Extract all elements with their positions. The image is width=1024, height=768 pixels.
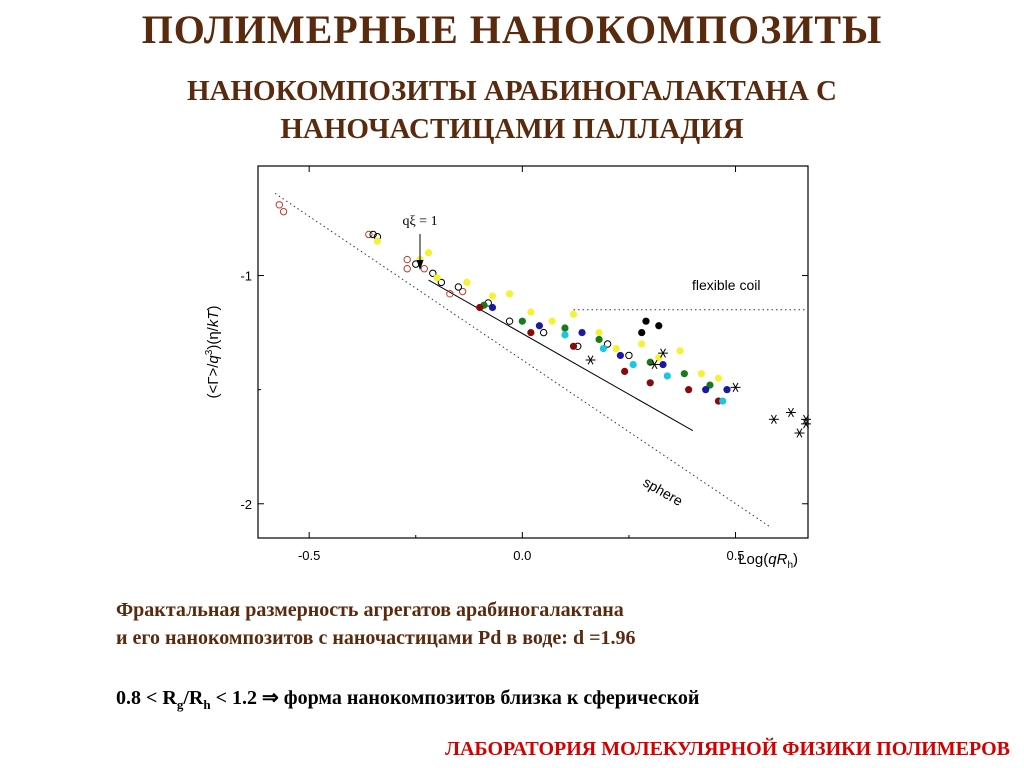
data-point <box>625 351 633 360</box>
data-point <box>655 354 663 362</box>
formula-part-3: < 1.2 ⇒ форма нанокомпозитов близка к сф… <box>210 687 700 709</box>
data-point <box>603 340 612 348</box>
data-point <box>697 370 706 378</box>
data-point <box>646 379 654 387</box>
data-point-asterisk <box>801 419 811 429</box>
subtitle-line-2: НАНОЧАСТИЦАМИ ПАЛЛАДИЯ <box>280 113 744 145</box>
data-point <box>403 255 411 264</box>
data-point-asterisk <box>585 355 596 365</box>
data-point <box>612 344 620 353</box>
data-point <box>458 287 467 296</box>
data-point <box>476 303 484 312</box>
data-point <box>373 237 381 245</box>
data-point-asterisk <box>658 348 669 358</box>
x-axis-title: Log(qRh) <box>738 551 798 571</box>
data-point <box>595 329 603 337</box>
data-point-asterisk <box>730 382 741 392</box>
data-point <box>505 317 514 325</box>
data-point <box>621 367 629 375</box>
slide-title: ПОЛИМЕРНЫЕ НАНОКОМПОЗИТЫ <box>141 7 883 52</box>
qxi-annotation: qξ = 1 <box>402 214 437 229</box>
data-point <box>505 290 514 298</box>
sphere-line <box>274 192 770 528</box>
data-point <box>463 278 471 286</box>
formula-sub-1: g <box>176 697 184 712</box>
data-point <box>685 386 693 394</box>
y-axis-title: (<Γ>/q3)(η/kT) <box>204 305 222 398</box>
plot-frame <box>257 165 809 539</box>
data-point <box>527 308 535 316</box>
qxi-arrow-head <box>416 260 424 270</box>
x-tick-label: -0.5 <box>298 548 320 563</box>
data-point <box>599 344 607 353</box>
data-point <box>539 328 548 337</box>
data-point-asterisk <box>768 414 779 424</box>
data-point <box>424 249 433 257</box>
data-point <box>680 370 688 378</box>
data-point <box>638 329 646 337</box>
data-point <box>420 264 428 273</box>
data-point <box>279 207 288 216</box>
data-point <box>369 230 377 239</box>
x-tick-label: 0.5 <box>726 548 744 563</box>
data-point <box>569 342 578 350</box>
svg-text:(<Γ>/q3)(η/kT): (<Γ>/q3)(η/kT) <box>204 305 222 398</box>
data-point <box>702 386 710 394</box>
data-point-asterisk <box>794 428 805 438</box>
laboratory-footer: ЛАБОРАТОРИЯ МОЛЕКУЛЯРНОЙ ФИЗИКИ ПОЛИМЕРО… <box>445 738 1010 760</box>
data-point <box>446 290 454 298</box>
data-point <box>365 230 373 239</box>
data-point-asterisk <box>649 359 660 370</box>
data-point <box>578 329 586 337</box>
data-point <box>676 347 684 355</box>
scatter-chart: -0.5 0.0 0.5 -1 -2 (<Γ>/q3)(η/kT) Log(qRh) q… <box>204 165 811 571</box>
caption-line-1: Фрактальная размерность агрегатов арабин… <box>116 599 624 621</box>
data-point <box>629 360 637 369</box>
data-point <box>714 374 723 382</box>
data-point <box>569 310 578 318</box>
data-point <box>561 331 569 339</box>
data-point <box>561 324 569 332</box>
caption-line-2: и его нанокомпозитов с наночастицами Pd … <box>116 627 636 649</box>
data-point <box>535 322 543 330</box>
data-point <box>548 317 556 325</box>
slide-subtitle: НАНОКОМПОЗИТЫ АРАБИНОГАЛАКТАНА С НАНОЧАС… <box>0 72 1024 148</box>
flexible-coil-label: flexible coil <box>692 277 760 293</box>
data-point-asterisk <box>785 407 796 418</box>
data-point <box>638 340 646 348</box>
svg-text:Log(qRh): Log(qRh) <box>738 551 798 571</box>
sphere-label: sphere <box>641 474 686 509</box>
data-point <box>488 303 497 312</box>
data-point <box>433 274 441 282</box>
formula-part-1: 0.8 < R <box>116 687 177 709</box>
data-point <box>663 372 671 380</box>
data-point <box>488 292 497 300</box>
data-point <box>527 329 535 337</box>
data-point <box>723 386 731 394</box>
data-point <box>655 322 663 330</box>
data-point <box>595 335 603 344</box>
data-point <box>616 351 625 360</box>
data-point <box>659 360 667 369</box>
y-tick-label: -2 <box>240 497 252 512</box>
x-tick-label: 0.0 <box>513 548 531 563</box>
data-point <box>403 264 411 273</box>
data-point <box>454 283 463 291</box>
formula-part-2: /R <box>183 687 204 709</box>
data-point-asterisk <box>801 414 811 424</box>
formula-sub-2: h <box>203 697 211 712</box>
y-tick-label: -1 <box>240 269 252 284</box>
fit-line <box>428 279 694 432</box>
data-point <box>437 278 446 287</box>
data-point <box>642 317 650 325</box>
subtitle-line-1: НАНОКОМПОЗИТЫ АРАБИНОГАЛАКТАНА С <box>187 75 837 107</box>
data-point <box>518 317 526 325</box>
data-point <box>719 397 727 405</box>
data-point <box>706 381 714 389</box>
caption: Фрактальная размерность агрегатов арабин… <box>116 596 916 652</box>
shape-conclusion: 0.8 < Rg/Rh < 1.2 ⇒ форма нанокомпозитов… <box>116 685 976 713</box>
data-point <box>429 269 437 277</box>
data-point <box>275 201 284 209</box>
